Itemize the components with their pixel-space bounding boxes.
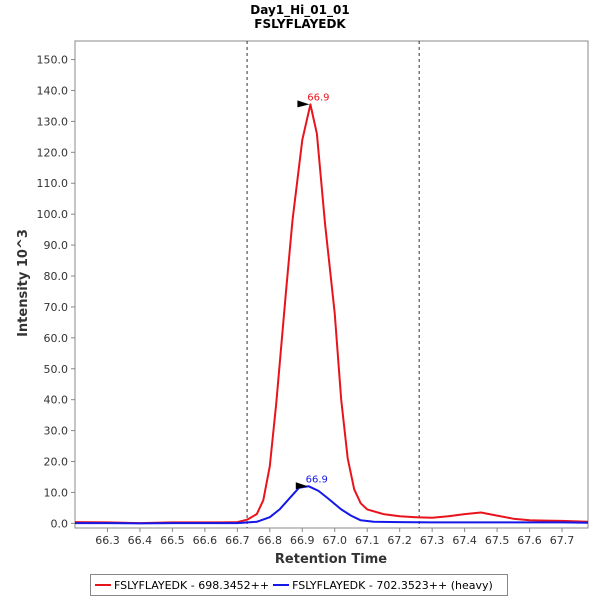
peak-label-1: 66.9 (306, 474, 328, 485)
y-tick-label: 40.0 (44, 394, 69, 407)
x-axis-label: Retention Time (275, 552, 387, 567)
y-tick-label: 150.0 (37, 54, 69, 67)
y-tick-label: 70.0 (44, 301, 69, 314)
series-line-1 (75, 485, 589, 525)
y-tick-label: 0.0 (51, 517, 69, 530)
x-tick-label: 66.6 (193, 534, 218, 547)
x-tick-label: 67.3 (420, 534, 445, 547)
legend-item-light: FSLYFLAYEDK - 698.3452++ (95, 579, 269, 592)
y-tick-label: 110.0 (37, 177, 69, 190)
y-tick-label: 30.0 (44, 425, 69, 438)
peak-label-0: 66.9 (307, 92, 329, 103)
y-tick-label: 130.0 (37, 115, 69, 128)
x-tick-label: 67.4 (452, 534, 477, 547)
x-tick-label: 66.5 (160, 534, 185, 547)
peak-marker-1 (295, 482, 308, 490)
x-tick-label: 66.8 (258, 534, 283, 547)
x-tick-label: 67.5 (485, 534, 510, 547)
legend-label-heavy: FSLYFLAYEDK - 702.3523++ (heavy) (292, 578, 493, 592)
plot-area: 0.0 10.0 20.0 30.0 40.0 50.0 60.0 70.0 80.0 90.0 1… (37, 40, 589, 547)
x-tick-label: 67.0 (322, 534, 347, 547)
x-tick-label: 66.7 (225, 534, 250, 547)
x-tick-label: 66.3 (95, 534, 120, 547)
y-axis-label: Intensity 10^3 (16, 229, 31, 337)
x-tick-label: 67.1 (355, 534, 380, 547)
y-tick-label: 10.0 (44, 486, 69, 499)
x-tick-label: 66.4 (128, 534, 153, 547)
y-tick-label: 100.0 (37, 208, 69, 221)
x-tick-label: 67.6 (517, 534, 542, 547)
y-tick-label: 20.0 (44, 456, 69, 469)
legend-label-light: FSLYFLAYEDK - 698.3452++ (114, 578, 270, 592)
y-tick-label: 80.0 (44, 270, 69, 283)
y-tick-label: 140.0 (37, 84, 69, 97)
legend-swatch-light (95, 584, 111, 586)
y-tick-label: 60.0 (44, 332, 69, 345)
peak-marker-0 (297, 100, 310, 108)
y-tick-label: 120.0 (37, 146, 69, 159)
x-tick-label: 67.2 (387, 534, 412, 547)
y-tick-label: 50.0 (44, 363, 69, 376)
x-tick-label: 66.9 (290, 534, 315, 547)
chart-subtitle: FSLYFLAYEDK (254, 17, 346, 31)
chart-title: Day1_Hi_01_01 (250, 3, 349, 18)
y-tick-label: 90.0 (44, 239, 69, 252)
chart-legend: FSLYFLAYEDK - 698.3452++ FSLYFLAYEDK - 7… (90, 574, 508, 596)
x-tick-label: 67.7 (550, 534, 575, 547)
legend-item-heavy: FSLYFLAYEDK - 702.3523++ (heavy) (273, 579, 493, 592)
legend-swatch-heavy (273, 584, 290, 586)
